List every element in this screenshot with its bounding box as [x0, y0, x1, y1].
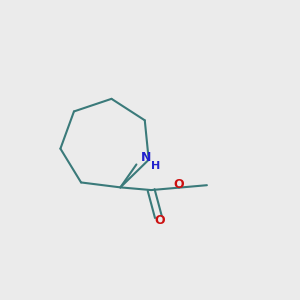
- Text: O: O: [174, 178, 184, 191]
- Text: N: N: [141, 151, 152, 164]
- Text: O: O: [154, 214, 165, 227]
- Text: H: H: [151, 161, 160, 171]
